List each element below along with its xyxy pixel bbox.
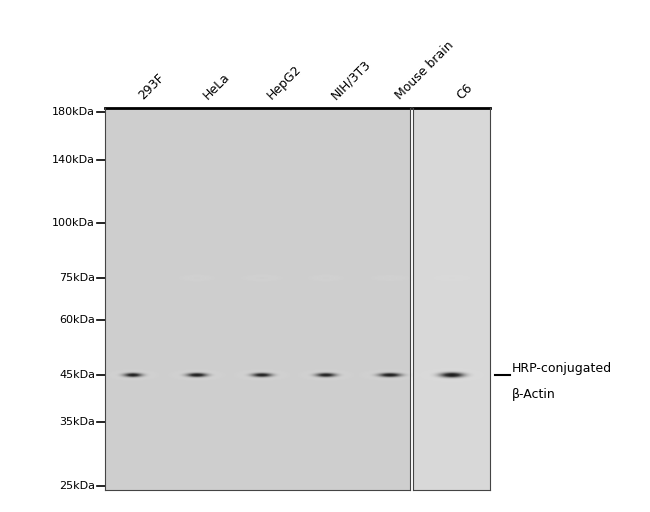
Text: Mouse brain: Mouse brain: [393, 38, 456, 102]
Text: 140kDa: 140kDa: [52, 155, 95, 165]
Text: 25kDa: 25kDa: [59, 481, 95, 491]
Text: 45kDa: 45kDa: [59, 370, 95, 379]
Text: 180kDa: 180kDa: [52, 107, 95, 117]
Text: 293F: 293F: [136, 71, 167, 102]
Text: 35kDa: 35kDa: [59, 417, 95, 427]
Text: HRP-conjugated: HRP-conjugated: [512, 362, 612, 375]
Text: HeLa: HeLa: [200, 70, 232, 102]
Text: β-Actin: β-Actin: [512, 388, 556, 401]
Text: C6: C6: [454, 81, 475, 102]
Text: 60kDa: 60kDa: [59, 315, 95, 325]
Text: HepG2: HepG2: [265, 62, 304, 102]
Text: NIH/3T3: NIH/3T3: [329, 57, 373, 102]
Bar: [105, 108, 410, 490]
Text: 75kDa: 75kDa: [59, 273, 95, 283]
Text: 100kDa: 100kDa: [52, 218, 95, 228]
Bar: [413, 108, 490, 490]
